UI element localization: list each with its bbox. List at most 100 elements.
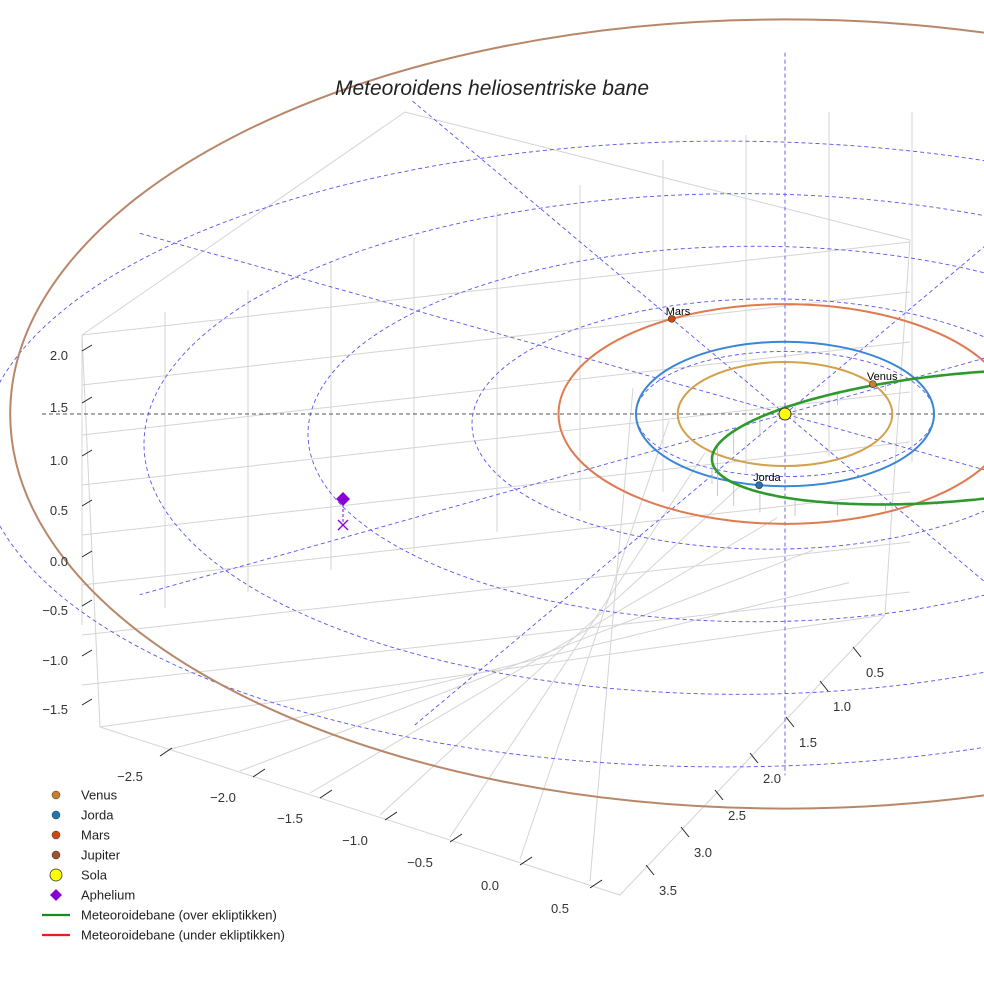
grid-spoke (139, 357, 984, 596)
grid-line (81, 591, 911, 686)
legend-marker-icon (51, 810, 61, 820)
grid-line (81, 441, 911, 536)
orbit-jupiter (9, 18, 984, 810)
y-tick-label: 1.5 (799, 735, 817, 750)
legend-item: Jorda (51, 808, 114, 823)
grid-line (589, 388, 634, 882)
legend-label: Sola (81, 868, 108, 883)
planet-label: Mars (666, 306, 691, 318)
x-tick-label: −2.5 (117, 769, 143, 784)
legend-item: Sola (49, 868, 108, 883)
grid-line (81, 341, 911, 436)
y-tick-label: 3.0 (694, 845, 712, 860)
orbit-jorda (635, 340, 935, 488)
x-tick (384, 811, 398, 821)
grid-ring (307, 245, 984, 623)
orbit-venus (676, 360, 894, 468)
grid-line (81, 491, 911, 586)
z-tick-label: −1.5 (42, 702, 68, 717)
x-tick-label: 0.5 (551, 901, 569, 916)
planet-orbits (9, 18, 984, 810)
legend-item: Jupiter (51, 848, 121, 863)
z-tick-label: 1.5 (50, 400, 68, 415)
legend-marker-icon (51, 850, 61, 860)
legend-marker-icon (49, 868, 63, 882)
planet-venus (869, 380, 877, 388)
legend-label: Jupiter (81, 848, 121, 863)
chart-title: Meteoroidens heliosentriske bane (335, 77, 649, 100)
z-tick (81, 499, 93, 507)
grid-line (81, 541, 911, 636)
y-tick (645, 864, 655, 876)
y-tick-label: 0.5 (866, 665, 884, 680)
planet-jorda (755, 481, 763, 489)
grid-line (81, 391, 911, 486)
z-tick (81, 649, 93, 657)
grid-line (169, 582, 850, 750)
y-tick (714, 789, 724, 801)
grid-ring (471, 298, 984, 550)
z-tick (81, 599, 93, 607)
grid-ring (0, 140, 984, 768)
legend: Venus Jorda Mars Jupiter Sola Aphelium Meteoro… (42, 788, 285, 943)
grid-line (309, 517, 778, 794)
grid-line (99, 614, 886, 728)
x-tick (449, 833, 463, 843)
legend-item: Meteoroidebane (over ekliptikken) (42, 908, 277, 923)
y-tick (852, 646, 862, 658)
z-tick-label: −0.5 (42, 603, 68, 618)
grid-line (81, 241, 911, 336)
grid-line (379, 485, 742, 816)
legend-label: Mars (81, 828, 110, 843)
sun-marker (778, 407, 792, 421)
grid-line (81, 291, 911, 386)
axes-panes (81, 111, 913, 896)
x-tick-label: −1.5 (277, 811, 303, 826)
legend-item: Venus (51, 788, 118, 803)
y-tick-label: 3.5 (659, 883, 677, 898)
x-tick-label: −1.0 (342, 833, 368, 848)
z-tick (81, 344, 93, 352)
legend-marker-icon (51, 830, 61, 840)
axis-ticks: 2.0 1.5 1.0 0.5 0.0 −0.5 −1.0 −1.5 −2.5 −2.0 −1.5 −… (42, 344, 884, 916)
legend-label: Jorda (81, 808, 114, 823)
orbit-mars (557, 303, 984, 525)
y-tick-label: 1.0 (833, 699, 851, 714)
x-tick-label: 0.0 (481, 878, 499, 893)
x-tick (589, 879, 603, 889)
legend-item: Meteoroidebane (under ekliptikken) (42, 928, 285, 943)
axes-box (81, 111, 911, 896)
z-tick (81, 698, 93, 706)
meteoroid-orbit (336, 370, 984, 531)
legend-marker-icon (50, 889, 62, 901)
y-tick-label: 2.0 (763, 771, 781, 786)
y-tick (819, 680, 829, 692)
aphelion-marker (336, 492, 350, 506)
z-tick-label: −1.0 (42, 653, 68, 668)
planet-label: Jorda (753, 472, 781, 484)
z-tick (81, 449, 93, 457)
aphelion-projection-x-icon (337, 519, 349, 531)
y-tick (785, 716, 795, 728)
y-tick-label: 2.5 (728, 808, 746, 823)
z-tick-label: 2.0 (50, 348, 68, 363)
z-tick-label: 0.5 (50, 503, 68, 518)
y-tick (680, 826, 690, 838)
z-tick-label: 0.0 (50, 554, 68, 569)
legend-item: Aphelium (50, 888, 135, 903)
x-tick (519, 856, 533, 866)
legend-label: Aphelium (81, 888, 135, 903)
meteoroid-orbit-above (710, 370, 984, 506)
grid-line (519, 420, 670, 860)
y-tick (749, 752, 759, 764)
legend-label: Venus (81, 788, 118, 803)
x-tick-label: −2.0 (210, 790, 236, 805)
x-tick (159, 747, 173, 757)
legend-marker-icon (51, 790, 61, 800)
grid-line (239, 549, 814, 772)
x-tick (252, 768, 266, 778)
z-tick (81, 550, 93, 558)
planet-markers: Venus Jorda Mars (666, 306, 898, 489)
x-tick (319, 789, 333, 799)
